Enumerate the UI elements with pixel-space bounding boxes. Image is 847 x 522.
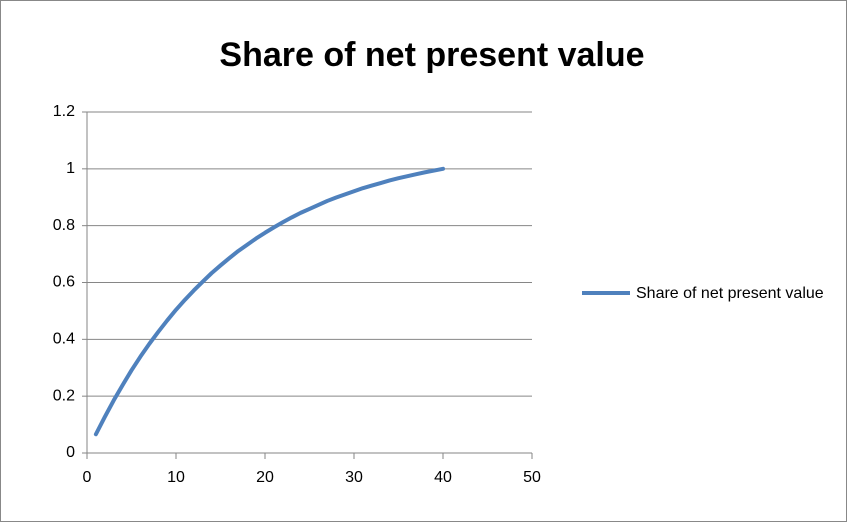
y-tick-label: 0.6 bbox=[53, 274, 75, 291]
y-tick-label: 1.2 bbox=[53, 103, 75, 120]
y-tick-label: 0 bbox=[66, 444, 75, 461]
x-tick-label: 30 bbox=[345, 469, 363, 486]
series-line bbox=[93, 166, 445, 437]
y-tick-label: 0.8 bbox=[53, 217, 75, 234]
x-tick-label: 50 bbox=[523, 469, 541, 486]
y-tick-label: 0.4 bbox=[53, 331, 75, 348]
legend-label: Share of net present value bbox=[636, 285, 824, 302]
x-tick-label: 10 bbox=[167, 469, 185, 486]
y-tick-label: 0.2 bbox=[53, 387, 75, 404]
x-tick-label: 20 bbox=[256, 469, 274, 486]
chart-title: Share of net present value bbox=[219, 36, 644, 74]
x-tick-label: 40 bbox=[434, 469, 452, 486]
y-tick-label: 1 bbox=[66, 160, 75, 177]
x-tick-label: 0 bbox=[83, 469, 92, 486]
